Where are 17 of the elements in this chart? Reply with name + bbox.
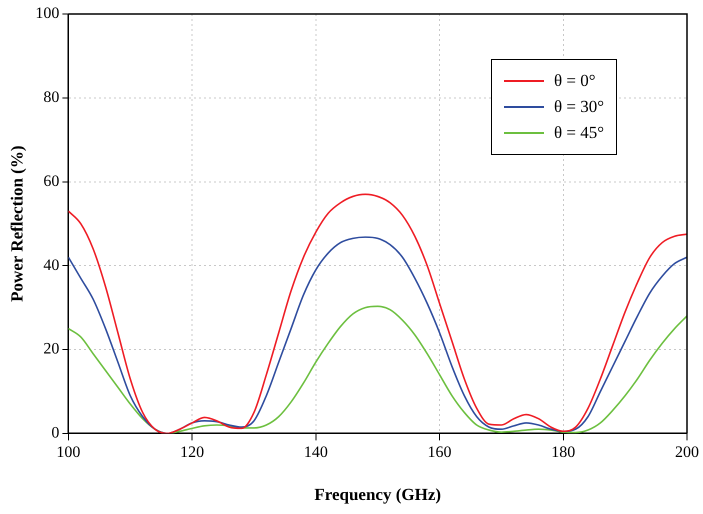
legend-label: θ = 30° [554,97,604,117]
x-tick-label: 120 [180,444,204,462]
x-tick-label: 200 [675,444,699,462]
x-tick-label: 160 [428,444,452,462]
y-tick-label: 0 [51,424,60,442]
legend-label: θ = 45° [554,123,604,143]
y-tick-label: 80 [43,89,60,106]
x-tick-label: 100 [56,444,80,462]
y-axis-title: Power Reflection (%) [8,145,27,302]
y-tick-label: 20 [43,340,60,358]
y-tick-label: 100 [35,5,60,22]
y-tick-label: 40 [43,256,60,274]
y-tick-label: 60 [43,172,60,190]
x-tick-label: 140 [304,444,328,462]
legend-label: θ = 0° [554,71,596,91]
x-tick-label: 180 [551,444,576,462]
x-axis-title: Frequency (GHz) [314,485,442,504]
